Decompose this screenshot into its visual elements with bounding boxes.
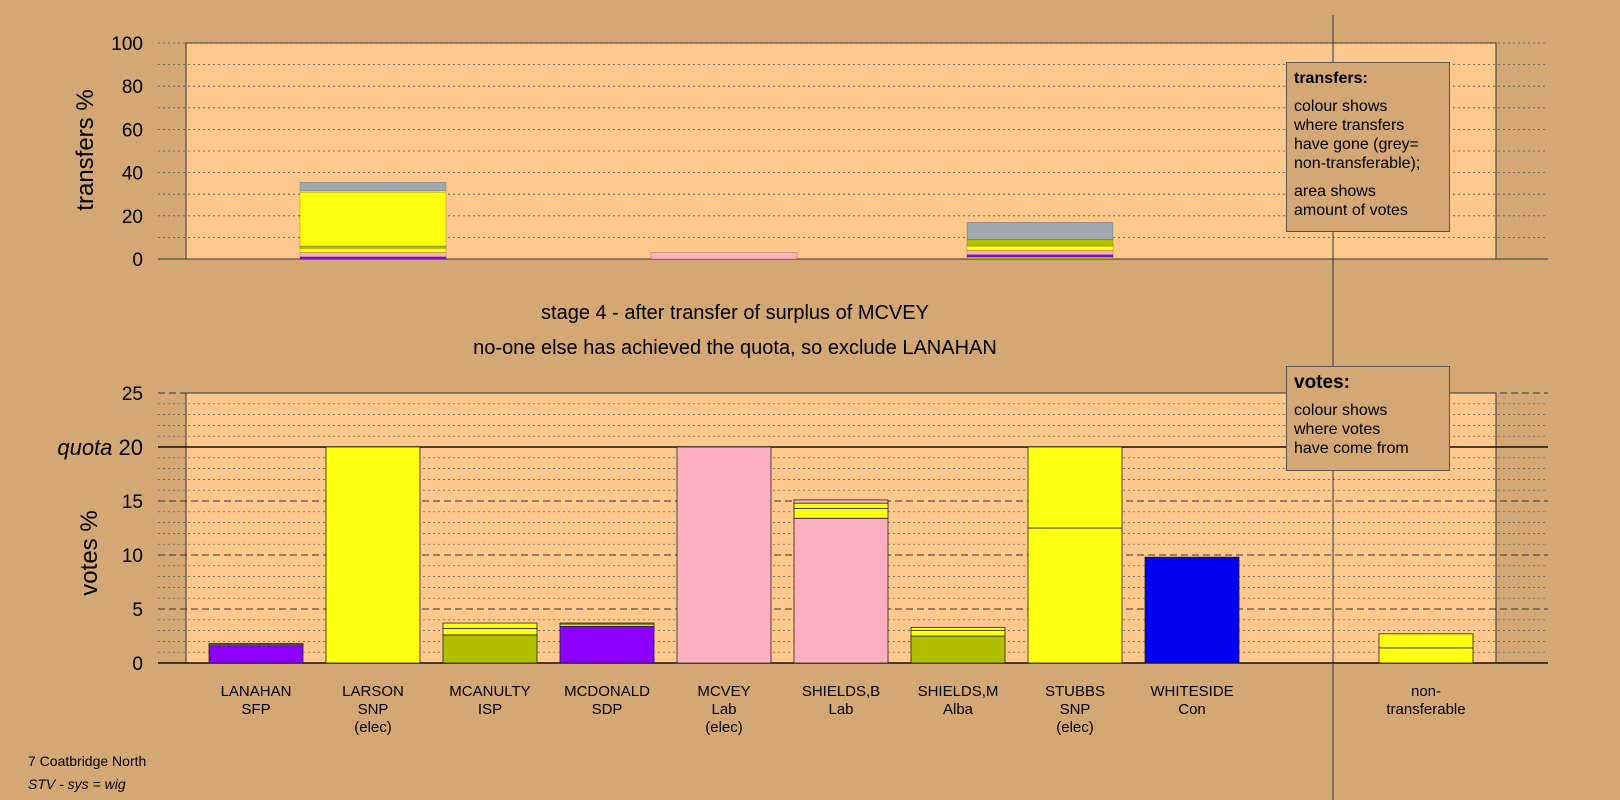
votes-bar-segment [559, 622, 655, 625]
votes-bar-segment [793, 508, 889, 519]
candidate-party-label: SNP [358, 701, 389, 718]
candidate-name-label: SHIELDS,B [802, 683, 880, 700]
votes-tick-label: 15 [122, 492, 143, 513]
quota-value: 20 [119, 435, 143, 460]
votes-legend-line: have come from [1294, 440, 1409, 457]
votes-bar-segment [442, 622, 538, 629]
transfers-tick-label: 40 [122, 164, 143, 185]
votes-bar-segment [1378, 647, 1474, 664]
quota-tick-label: quota 20 [57, 435, 143, 460]
transfers-bar-segment [966, 256, 1114, 260]
votes-bar-segment [208, 645, 304, 664]
candidate-party-label: SNP [1060, 701, 1091, 718]
transfers-bar-segment [299, 256, 447, 260]
stage-subtitle: no-one else has achieved the quota, so e… [473, 337, 997, 359]
votes-legend-heading: votes: [1294, 372, 1350, 393]
candidate-party-label: ISP [478, 701, 502, 718]
transfers-bar-segment [966, 222, 1114, 240]
candidate-status-label: (elec) [354, 719, 392, 736]
transfers-bar-segment [650, 252, 798, 260]
transfers-tick-label: 80 [122, 77, 143, 98]
votes-legend: votes: colour shows where votes have com… [1286, 366, 1450, 471]
votes-bar-segment [208, 643, 304, 646]
votes-bar-segment [793, 502, 889, 509]
system-label: STV - sys = wig [28, 776, 126, 792]
votes-tick-label: 25 [122, 384, 143, 405]
votes-bar-segment [442, 628, 538, 636]
transfers-legend-line: colour shows [1294, 98, 1388, 115]
votes-bar-segment [910, 635, 1006, 664]
votes-bar-segment [910, 626, 1006, 631]
transfers-bar-segment [966, 245, 1114, 251]
candidate-name-label: WHITESIDE [1150, 683, 1233, 700]
footer: 7 Coatbridge North STV - sys = wig [28, 750, 146, 796]
votes-bar-segment [793, 499, 889, 504]
candidate-name-label: MCANULTY [449, 683, 530, 700]
candidate-party-label: SDP [592, 701, 623, 718]
transfers-axis-label: transfers % [72, 89, 99, 210]
transfers-bar-segment [299, 182, 447, 192]
votes-bar-segment [1027, 446, 1123, 529]
transfers-bar-segment [299, 191, 447, 247]
transfers-legend: transfers: colour shows where transfers … [1286, 62, 1450, 232]
candidate-name-label: MCDONALD [564, 683, 650, 700]
votes-legend-line: colour shows [1294, 402, 1388, 419]
votes-bar-segment [442, 634, 538, 664]
candidate-name-label: STUBBS [1045, 683, 1105, 700]
transfers-legend-line: where transfers [1294, 117, 1405, 134]
candidate-name-label: LANAHAN [221, 683, 292, 700]
votes-bar-segment [793, 517, 889, 664]
votes-bar-segment [1144, 556, 1240, 664]
votes-bar-segment [1027, 527, 1123, 664]
votes-tick-label: 5 [132, 600, 143, 621]
candidate-party-label: transferable [1386, 701, 1465, 718]
quota-label: quota [57, 435, 118, 460]
votes-axis-label: votes % [76, 510, 103, 595]
transfers-tick-label: 20 [122, 207, 143, 228]
transfers-bar-segment [966, 250, 1114, 255]
transfers-legend-line: non-transferable); [1294, 155, 1421, 172]
candidate-party-label: SFP [241, 701, 270, 718]
transfers-bar-segment [299, 252, 447, 258]
transfers-bar-segment [299, 247, 447, 253]
votes-bar-segment [1378, 633, 1474, 649]
candidate-name-label: SHIELDS,M [918, 683, 999, 700]
transfers-legend-line: amount of votes [1294, 202, 1408, 219]
transfers-bar-segment [966, 254, 1114, 258]
transfers-tick-label: 0 [132, 250, 143, 271]
transfers-legend-line: have gone (grey= [1294, 136, 1419, 153]
transfers-legend-line: area shows [1294, 183, 1376, 200]
votes-tick-label: 0 [132, 654, 143, 675]
candidate-name-label: non- [1411, 683, 1441, 700]
votes-legend-line: where votes [1294, 421, 1381, 438]
transfers-tick-label: 100 [111, 34, 143, 55]
votes-bar-segment [676, 446, 772, 664]
votes-bar-segment [325, 446, 421, 664]
candidate-status-label: (elec) [1056, 719, 1094, 736]
candidate-name-label: LARSON [342, 683, 404, 700]
votes-tick-label: 10 [122, 546, 143, 567]
constituency-label: 7 Coatbridge North [28, 753, 147, 769]
transfers-bar-segment [299, 245, 447, 249]
candidate-party-label: Lab [828, 701, 853, 718]
stage-title: stage 4 - after transfer of surplus of M… [541, 302, 929, 324]
candidate-status-label: (elec) [705, 719, 743, 736]
candidate-party-label: Con [1178, 701, 1206, 718]
transfers-bar-segment [966, 239, 1114, 247]
transfers-panel: 0 20 40 60 80 100 transfers % [72, 34, 1548, 271]
candidate-party-label: Alba [943, 701, 974, 718]
transfers-tick-label: 60 [122, 120, 143, 141]
votes-bar-segment [910, 630, 1006, 637]
transfers-legend-heading: transfers: [1294, 70, 1368, 87]
candidate-party-label: Lab [711, 701, 736, 718]
votes-bar-segment [559, 625, 655, 664]
candidate-name-label: MCVEY [697, 683, 750, 700]
